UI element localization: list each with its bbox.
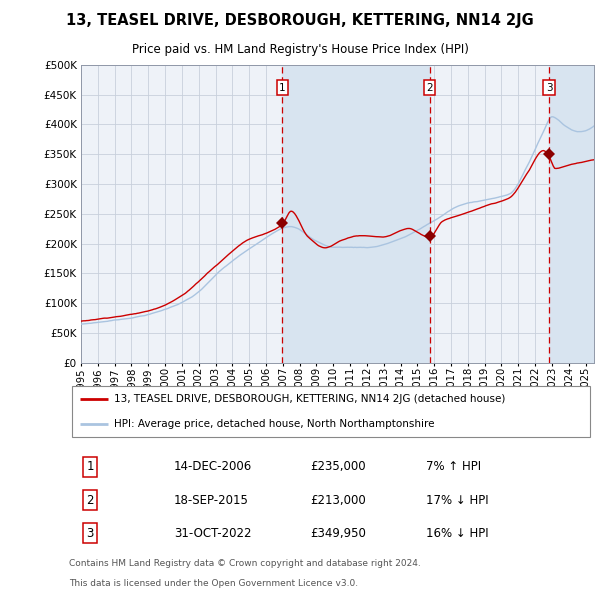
Text: 1: 1 [279,83,286,93]
Text: 16% ↓ HPI: 16% ↓ HPI [426,526,488,540]
Text: Price paid vs. HM Land Registry's House Price Index (HPI): Price paid vs. HM Land Registry's House … [131,43,469,56]
Text: 1: 1 [86,460,94,474]
Text: 2: 2 [426,83,433,93]
Text: 3: 3 [86,526,94,540]
Text: 7% ↑ HPI: 7% ↑ HPI [426,460,481,474]
Bar [549,65,594,363]
Text: £213,000: £213,000 [311,493,366,507]
Text: £235,000: £235,000 [311,460,366,474]
Bar [282,65,430,363]
Text: 2: 2 [86,493,94,507]
Text: This data is licensed under the Open Government Licence v3.0.: This data is licensed under the Open Gov… [69,579,358,588]
Text: 3: 3 [546,83,553,93]
Text: 14-DEC-2006: 14-DEC-2006 [174,460,252,474]
Text: 13, TEASEL DRIVE, DESBOROUGH, KETTERING, NN14 2JG: 13, TEASEL DRIVE, DESBOROUGH, KETTERING,… [66,13,534,28]
Text: 13, TEASEL DRIVE, DESBOROUGH, KETTERING, NN14 2JG (detached house): 13, TEASEL DRIVE, DESBOROUGH, KETTERING,… [113,394,505,404]
Text: 18-SEP-2015: 18-SEP-2015 [174,493,249,507]
Text: 31-OCT-2022: 31-OCT-2022 [174,526,251,540]
Text: £349,950: £349,950 [311,526,367,540]
Text: 17% ↓ HPI: 17% ↓ HPI [426,493,488,507]
Text: HPI: Average price, detached house, North Northamptonshire: HPI: Average price, detached house, Nort… [113,419,434,430]
Text: Contains HM Land Registry data © Crown copyright and database right 2024.: Contains HM Land Registry data © Crown c… [69,559,421,569]
